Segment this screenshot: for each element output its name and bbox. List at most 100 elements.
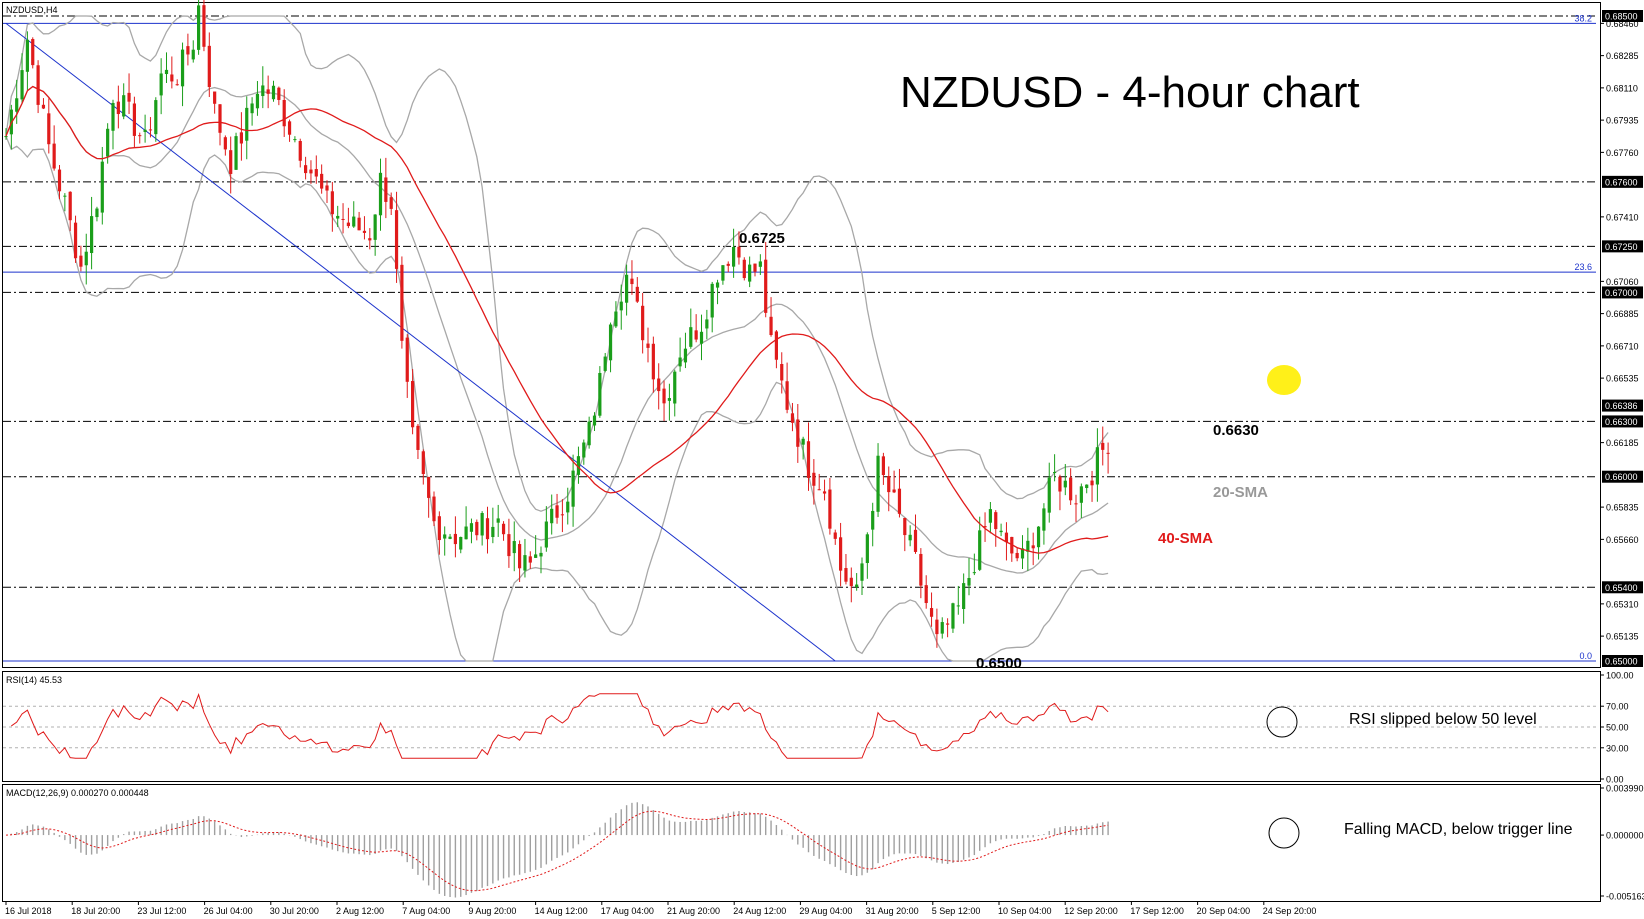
candle-body (234, 136, 238, 170)
candle-body (972, 572, 976, 574)
price-tick-label: 0.68110 (1606, 83, 1638, 93)
date-label: 14 Aug 12:00 (535, 906, 588, 916)
candle-body (52, 143, 56, 169)
candle-body (635, 286, 639, 302)
candle-body (148, 129, 153, 131)
candle-body (748, 264, 752, 282)
candle-body (1036, 526, 1041, 548)
candle-body (694, 330, 698, 340)
candle-body (1101, 442, 1105, 450)
date-label: 31 Aug 20:00 (866, 906, 919, 916)
fib-label: 38.2 (1574, 13, 1592, 23)
candle-body (614, 311, 618, 327)
candle-body (245, 107, 249, 141)
date-label: 10 Sep 04:00 (998, 906, 1052, 916)
support-annotation: 0.6630 (1213, 422, 1259, 439)
candle-body (839, 537, 843, 571)
date-label: 20 Sep 04:00 (1197, 906, 1251, 916)
candle-body (512, 541, 516, 554)
candle-body (1085, 484, 1089, 489)
candle-body (287, 121, 292, 135)
price-tick-label: 0.65835 (1606, 503, 1639, 513)
candle-body (491, 526, 495, 538)
date-label: 21 Aug 20:00 (667, 906, 720, 916)
candle-body (164, 69, 169, 75)
date-label: 5 Sep 12:00 (932, 906, 981, 916)
date-label: 17 Aug 04:00 (601, 906, 654, 916)
candle-body (817, 489, 821, 491)
candle-body (57, 169, 62, 192)
date-axis: 16 Jul 2018 18 Jul 20:00 23 Jul 12:00 26 Ju… (5, 901, 1316, 916)
candle-body (20, 70, 24, 100)
candle-body (314, 169, 318, 177)
candle-body (678, 357, 682, 367)
candle-body (1079, 486, 1083, 503)
fib-label: 0.0 (1579, 651, 1592, 661)
candle-body (282, 99, 286, 127)
candle-body (865, 534, 869, 564)
candle-body (1106, 452, 1110, 454)
candle-body (619, 301, 623, 311)
candle-body (154, 100, 158, 135)
candle-body (534, 554, 538, 558)
candle-body (1026, 540, 1030, 552)
price-tick-label: 0.66000 (1605, 472, 1638, 482)
candle-body (967, 577, 971, 586)
candle-body (667, 398, 671, 401)
candle-body (400, 264, 404, 341)
low-annotation: 0.6500 (976, 655, 1022, 672)
rsi-series: 100.00 70.00 50.00 30.00 0.00 (3, 671, 1634, 785)
candle-body (737, 246, 741, 258)
candle-body (180, 49, 185, 87)
candle-body (876, 455, 880, 512)
candle-body (1090, 480, 1094, 486)
candle-body (881, 456, 885, 476)
candle-body (689, 327, 693, 347)
candle-body (742, 259, 746, 279)
candle-body (437, 516, 441, 541)
candle-body (833, 532, 837, 539)
candle-body (266, 89, 270, 94)
candle-body (828, 489, 832, 529)
candle-body (362, 230, 367, 233)
candle-body (764, 259, 768, 313)
candle-body (732, 247, 736, 267)
candle-body (790, 413, 795, 423)
candle-body (774, 331, 778, 360)
candle-body (63, 195, 67, 197)
candle-body (1015, 552, 1019, 559)
candle-body (15, 98, 19, 112)
candle-body (630, 278, 634, 285)
candle-body (202, 5, 206, 47)
rsi-label: RSI(14) 45.53 (6, 675, 62, 685)
candle-body (892, 489, 896, 493)
candle-body (384, 177, 388, 202)
candle-body (860, 563, 864, 581)
moving-average-40 (5, 85, 1109, 554)
candle-body (753, 263, 757, 272)
date-label: 30 Jul 20:00 (270, 906, 319, 916)
candle-body (427, 476, 431, 498)
candle-body (229, 150, 233, 174)
candle-body (416, 425, 420, 450)
macd-tick-label: -0.005163 (1606, 892, 1644, 902)
candle-body (935, 619, 939, 635)
candle-body (352, 216, 356, 227)
candle-body (796, 419, 800, 447)
candle-body (855, 584, 859, 588)
candle-body (304, 165, 308, 174)
candle-body (443, 534, 447, 539)
price-box (1602, 10, 1643, 22)
price-tick-label: 0.65660 (1606, 535, 1639, 545)
candle-body (582, 442, 586, 458)
candle-body (138, 135, 142, 137)
candle-body (598, 372, 602, 416)
candle-body (699, 331, 704, 344)
candle-body (1031, 545, 1035, 549)
candle-body (132, 103, 136, 136)
candle-body (68, 191, 72, 221)
price-box (1602, 415, 1643, 428)
candle-body (1047, 477, 1051, 513)
candle-body (394, 210, 399, 269)
